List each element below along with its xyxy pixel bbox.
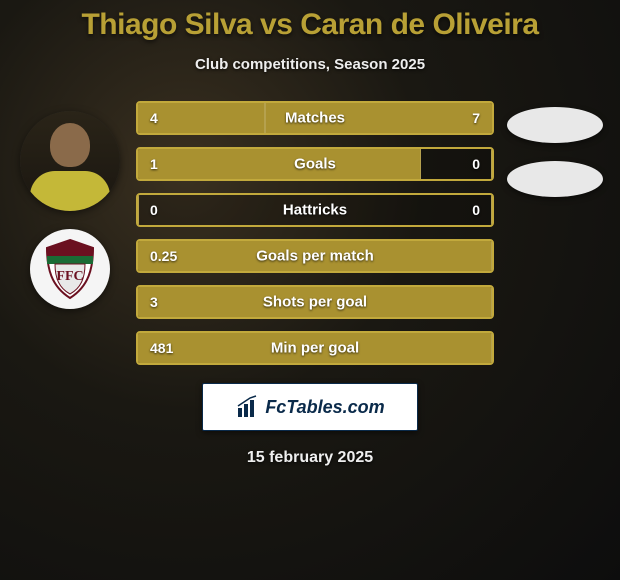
stat-bar-fill-right (491, 149, 492, 179)
stat-bar: 4 7 Matches (136, 101, 494, 135)
stat-bar-fill-left (138, 149, 421, 179)
club-crest-icon: FFC (43, 238, 97, 300)
stat-bar-fill-right (491, 195, 492, 225)
brand-box: FcTables.com (202, 383, 418, 431)
comparison-subtitle: Club competitions, Season 2025 (0, 56, 620, 73)
stat-bar: 1 0 Goals (136, 147, 494, 181)
stat-bar: 0.25 Goals per match (136, 239, 494, 273)
stat-bar-fill-right (491, 241, 492, 271)
stat-bar: 481 Min per goal (136, 331, 494, 365)
player-left-avatar (20, 111, 120, 211)
stat-bar: 0 0 Hattricks (136, 193, 494, 227)
stat-bar-fill-right (491, 287, 492, 317)
stat-value-right: 7 (472, 110, 480, 126)
player-right-crest-placeholder (507, 161, 603, 197)
stat-label: Hattricks (283, 202, 347, 219)
stat-value-left: 0 (150, 202, 158, 218)
stat-label: Matches (285, 110, 345, 127)
stat-value-left: 3 (150, 294, 158, 310)
stat-value-left: 0.25 (150, 248, 177, 264)
stat-value-right: 0 (472, 202, 480, 218)
comparison-date: 15 february 2025 (0, 449, 620, 467)
comparison-body: FFC 4 7 Matches 1 0 Goals 0 0 Hattricks 0.25 Goals… (0, 101, 620, 365)
stat-value-right: 0 (472, 156, 480, 172)
stat-label: Goals (294, 156, 336, 173)
left-player-column: FFC (10, 101, 130, 365)
player-photo-placeholder (20, 111, 120, 211)
stat-label: Shots per goal (263, 294, 367, 311)
stat-value-left: 481 (150, 340, 173, 356)
stat-bars-container: 4 7 Matches 1 0 Goals 0 0 Hattricks 0.25 Goals per… (130, 101, 500, 365)
svg-text:FFC: FFC (56, 269, 83, 284)
stat-label: Goals per match (256, 248, 374, 265)
stat-bar-fill-right (491, 333, 492, 363)
stat-bar: 3 Shots per goal (136, 285, 494, 319)
player-left-club-crest: FFC (30, 229, 110, 309)
brand-text: FcTables.com (265, 397, 384, 418)
right-player-column (500, 101, 610, 365)
brand-chart-icon (235, 394, 261, 420)
player-right-avatar-placeholder (507, 107, 603, 143)
comparison-title: Thiago Silva vs Caran de Oliveira (0, 8, 620, 42)
stat-value-left: 4 (150, 110, 158, 126)
stat-label: Min per goal (271, 340, 359, 357)
stat-bar-fill-left (138, 195, 139, 225)
stat-value-left: 1 (150, 156, 158, 172)
